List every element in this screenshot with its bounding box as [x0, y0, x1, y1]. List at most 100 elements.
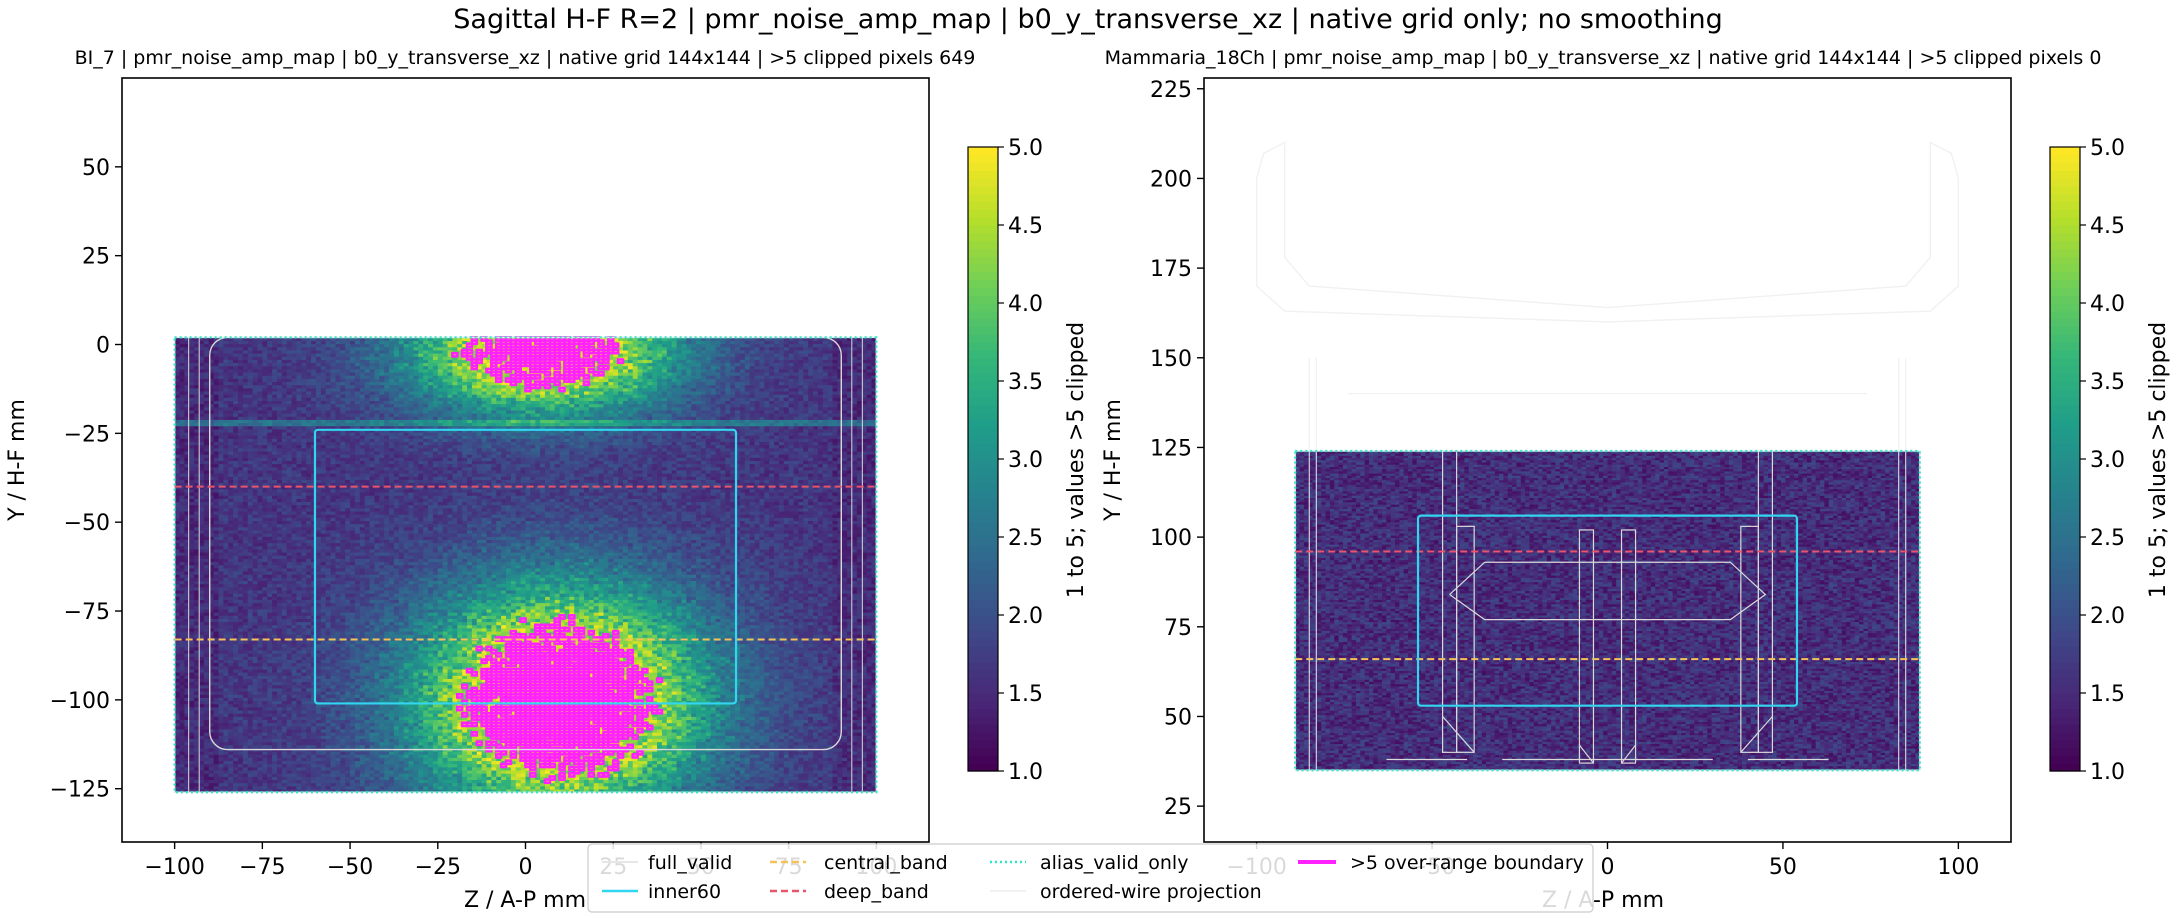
heatmap-cell	[774, 763, 780, 768]
heatmap-cell	[233, 757, 239, 762]
heatmap-cell	[452, 716, 458, 720]
heatmap-cell	[632, 741, 638, 746]
heatmap-cell	[827, 700, 833, 705]
heatmap-cell	[598, 697, 604, 702]
heatmap-cell	[276, 757, 283, 762]
heatmap-cell	[715, 703, 721, 708]
heatmap-cell	[652, 738, 658, 743]
heatmap-cell	[579, 729, 585, 733]
heatmap-cell	[627, 729, 634, 733]
heatmap-cell	[262, 741, 268, 746]
heatmap-cell	[803, 763, 809, 768]
heatmap-cell	[525, 782, 531, 787]
heatmap-cell	[408, 729, 414, 733]
heatmap-cell	[866, 700, 872, 705]
heatmap-cell	[681, 760, 687, 765]
heatmap-cell	[496, 776, 502, 781]
heatmap-cell	[306, 776, 312, 781]
heatmap-cell	[822, 722, 829, 727]
heatmap-cell	[296, 741, 302, 746]
heatmap-cell	[657, 703, 663, 708]
heatmap-cell	[442, 770, 448, 774]
heatmap-cell	[696, 716, 702, 720]
heatmap-cell	[559, 766, 565, 771]
heatmap-cell	[199, 684, 205, 689]
heatmap-cell	[613, 716, 619, 720]
heatmap-cell	[194, 706, 200, 711]
heatmap-cell	[447, 688, 453, 692]
heatmap-cell	[735, 763, 741, 768]
heatmap-cell	[598, 732, 604, 736]
heatmap-cell	[671, 697, 677, 702]
heatmap-cell	[574, 716, 580, 720]
heatmap-cell	[345, 757, 351, 762]
heatmap-cell	[462, 754, 468, 758]
heatmap-cell	[350, 782, 356, 787]
heatmap-cell	[311, 691, 317, 695]
heatmap-cell	[242, 722, 249, 727]
heatmap-cell	[393, 773, 400, 777]
heatmap-cell	[413, 773, 419, 777]
heatmap-cell	[530, 688, 536, 692]
heatmap-cell	[491, 785, 497, 790]
heatmap-cell	[257, 757, 263, 762]
heatmap-cell	[735, 766, 741, 771]
heatmap-cell	[744, 738, 751, 743]
heatmap-cell	[384, 706, 390, 711]
heatmap-cell	[428, 719, 434, 724]
heatmap-cell	[579, 725, 585, 730]
heatmap-cell	[510, 770, 517, 774]
heatmap-cell	[769, 754, 775, 758]
heatmap-cell	[856, 782, 863, 787]
heatmap-cell	[696, 697, 702, 702]
heatmap-cell	[622, 789, 629, 793]
heatmap-cell	[296, 719, 302, 724]
heatmap-cell	[457, 744, 463, 749]
heatmap-cell	[350, 789, 356, 793]
heatmap-cell	[754, 691, 760, 695]
heatmap-cell	[540, 751, 546, 755]
heatmap-cell	[588, 688, 595, 692]
heatmap-cell	[749, 773, 755, 777]
heatmap-cell	[847, 744, 853, 749]
heatmap-cell	[769, 688, 775, 692]
heatmap-cell	[281, 716, 288, 720]
heatmap-cell	[540, 688, 546, 692]
heatmap-cell	[369, 789, 375, 793]
heatmap-cell	[457, 766, 463, 771]
heatmap-cell	[569, 706, 575, 711]
heatmap-cell	[437, 779, 444, 784]
heatmap-cell	[398, 691, 405, 695]
heatmap-cell	[803, 776, 809, 781]
heatmap-cell	[320, 776, 327, 781]
heatmap-cell	[574, 732, 580, 736]
heatmap-cell	[827, 754, 833, 758]
heatmap-cell	[749, 703, 755, 708]
heatmap-cell	[793, 735, 799, 739]
heatmap-cell	[847, 684, 853, 689]
heatmap-cell	[189, 741, 195, 746]
heatmap-cell	[637, 729, 643, 733]
heatmap-cell	[233, 722, 239, 727]
heatmap-cell	[842, 697, 848, 702]
heatmap-cell	[544, 789, 551, 793]
heatmap-cell	[359, 785, 366, 790]
heatmap-cell	[725, 789, 731, 793]
heatmap-cell	[583, 776, 590, 781]
heatmap-cell	[315, 713, 322, 717]
heatmap-cell	[715, 744, 721, 749]
heatmap-cell	[554, 732, 561, 736]
heatmap-cell	[642, 785, 648, 790]
heatmap-cell	[666, 757, 673, 762]
heatmap-cell	[510, 744, 517, 749]
heatmap-cell	[705, 716, 712, 720]
heatmap-cell	[340, 785, 346, 790]
heatmap-cell	[413, 785, 419, 790]
heatmap-cell	[315, 770, 322, 774]
heatmap-cell	[252, 760, 258, 765]
heatmap-cell	[832, 748, 838, 752]
heatmap-cell	[315, 738, 322, 743]
heatmap-cell	[798, 744, 804, 749]
heatmap-cell	[739, 789, 746, 793]
heatmap-cell	[652, 729, 658, 733]
